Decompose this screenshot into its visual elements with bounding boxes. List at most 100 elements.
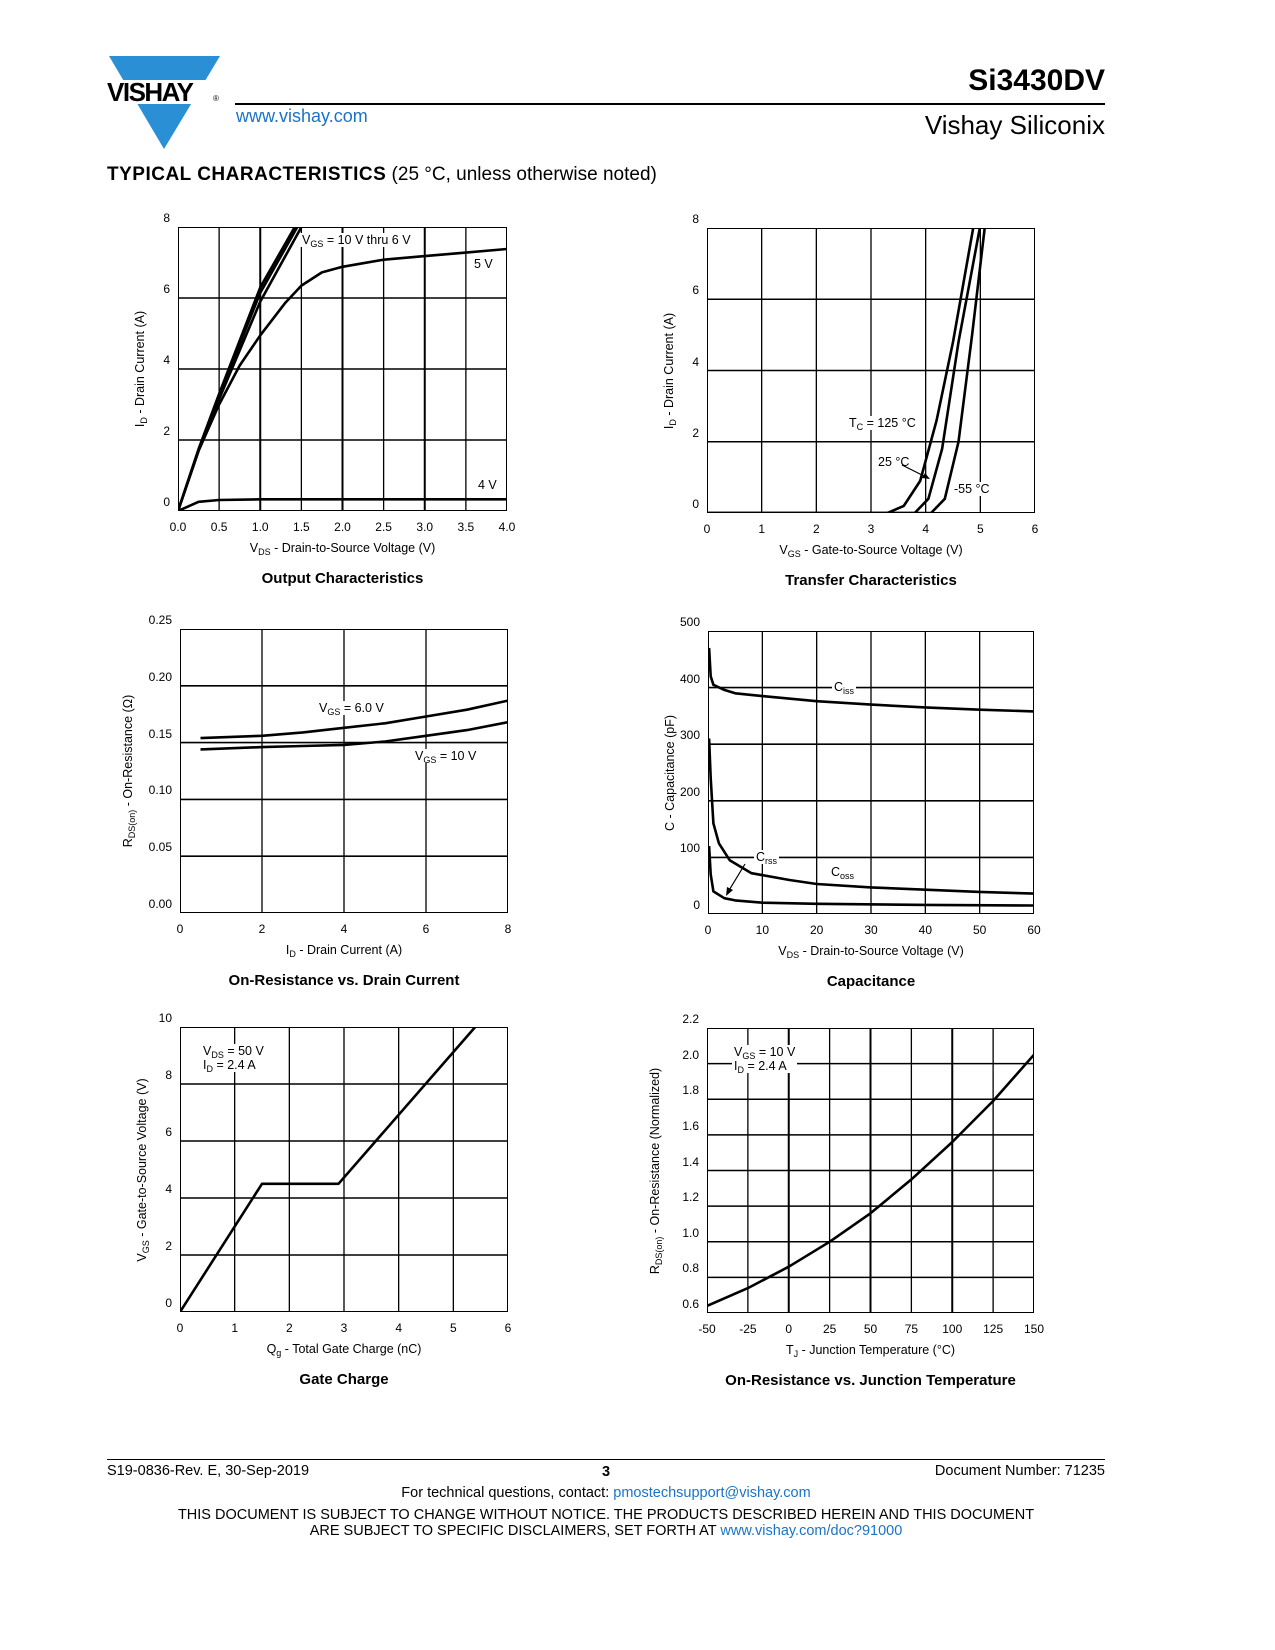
y-tick-label: 10 (158, 1011, 172, 1025)
y-tick-label: 2 (165, 1239, 172, 1253)
x-axis-label: VDS - Drain-to-Source Voltage (V) (249, 541, 436, 557)
plot-area (707, 1028, 1034, 1313)
y-tick-label: 300 (679, 728, 700, 743)
y-axis-label: VGS - Gate-to-Source Voltage (V) (135, 1077, 151, 1262)
x-tick-label: 125 (983, 1322, 1004, 1336)
y-tick-label: 100 (679, 841, 700, 856)
on-resistance-vs-temperature-chart (707, 1028, 1034, 1313)
chart-title: Gate Charge (299, 1371, 389, 1388)
x-tick-label: 1 (231, 1321, 238, 1335)
x-tick-label: 0 (176, 1321, 184, 1335)
annotation-crss: Crss (754, 850, 780, 866)
y-tick-label: 8 (163, 211, 170, 225)
arrow-crss-icon (726, 863, 746, 896)
y-tick-label: 2 (692, 425, 699, 440)
x-tick-label: 4 (395, 1321, 402, 1335)
y-tick-label: 2.0 (682, 1047, 699, 1062)
y-tick-label: 2.2 (682, 1012, 699, 1026)
x-tick-label: 0 (176, 922, 184, 936)
svg-text:VISHAY: VISHAY (107, 77, 194, 107)
series-line-tc-125-c (707, 228, 975, 513)
series-line-vgs-6-0-v (200, 699, 508, 740)
x-tick-label: 0 (785, 1322, 793, 1336)
chart-title: On-Resistance vs. Junction Temperature (725, 1372, 1016, 1389)
series-line-25-c (707, 228, 982, 513)
company-name: Vishay Siliconix (924, 110, 1105, 140)
y-tick-label: 200 (679, 784, 700, 799)
x-axis-label: Qg - Total Gate Charge (nC) (266, 1342, 422, 1358)
x-tick-label: 0 (703, 522, 711, 536)
x-tick-label: 6 (504, 1321, 512, 1335)
x-tick-label: 1.5 (293, 520, 310, 534)
capacitance-chart (708, 631, 1034, 914)
annotation-vgs-6v: VGS = 6.0 V (317, 701, 386, 717)
x-tick-label: 2 (285, 1321, 293, 1335)
y-tick-label: 1.6 (682, 1118, 699, 1133)
x-tick-label: 6 (1031, 522, 1039, 536)
footer-divider (107, 1459, 1105, 1460)
annotation-tc-125: TC = 125 °C (847, 416, 918, 432)
y-tick-label: 0.00 (148, 897, 172, 911)
x-tick-label: -50 (698, 1322, 716, 1336)
gate-charge-chart (180, 1027, 508, 1312)
x-tick-label: 150 (1023, 1322, 1045, 1336)
output-characteristics-chart (178, 227, 507, 511)
series-line-rds-on- (707, 1053, 1034, 1308)
x-tick-label: 100 (942, 1322, 963, 1336)
disclaimer-link[interactable]: www.vishay.com/doc?91000 (720, 1523, 903, 1539)
x-tick-label: 2.0 (334, 520, 351, 534)
annotation-ciss: Ciss (832, 680, 857, 696)
chart-title: Transfer Characteristics (785, 572, 957, 589)
x-tick-label: 1 (758, 522, 765, 536)
plot-area (180, 1027, 508, 1312)
x-tick-label: 20 (809, 923, 824, 937)
y-tick-label: 0.8 (682, 1261, 699, 1276)
contact-email-link[interactable]: pmostechsupport@vishay.com (613, 1485, 811, 1501)
x-axis-label: VDS - Drain-to-Source Voltage (V) (778, 944, 964, 960)
x-tick-label: 6 (422, 922, 430, 936)
y-tick-label: 0.20 (148, 669, 172, 684)
x-tick-label: 25 (822, 1322, 837, 1336)
part-number: Si3430DV (968, 64, 1105, 97)
y-tick-label: 1.8 (682, 1083, 699, 1098)
section-title: TYPICAL CHARACTERISTICS (25 °C, unless o… (107, 164, 657, 186)
series-line-ciss (708, 647, 1034, 713)
contact-line: For technical questions, contact: pmoste… (401, 1485, 811, 1501)
x-tick-label: 0.5 (210, 520, 228, 534)
section-title-note: (25 °C, unless otherwise noted) (386, 164, 657, 185)
y-tick-label: 1.2 (682, 1190, 699, 1205)
y-tick-label: 0.10 (148, 783, 172, 798)
y-axis-label: RDS(on) - On-Resistance (Normalized) (648, 1067, 664, 1274)
y-tick-label: 0 (163, 495, 170, 509)
y-tick-label: 2 (163, 424, 170, 438)
vishay-logo: VISHAY ® (107, 56, 222, 149)
y-tick-label: 500 (679, 615, 700, 629)
annotation-vgs-10v-id: VGS = 10 V ID = 2.4 A (732, 1045, 798, 1075)
y-tick-label: 4 (163, 353, 170, 367)
annotation-5v: 5 V (472, 257, 495, 271)
y-tick-label: 0.15 (148, 726, 172, 741)
x-axis-label: TJ - Junction Temperature (°C) (785, 1343, 956, 1359)
vishay-url-link[interactable]: www.vishay.com (236, 106, 368, 126)
annotation-vds-50v: VDS = 50 V ID = 2.4 A (201, 1044, 266, 1074)
y-tick-label: 1.4 (682, 1154, 699, 1169)
y-tick-label: 0.05 (148, 840, 172, 855)
chart-title: Capacitance (826, 973, 916, 990)
plot-area (180, 629, 508, 913)
x-tick-label: 5 (976, 522, 984, 536)
y-tick-label: 8 (692, 212, 699, 226)
series-line-vgs (180, 1027, 477, 1312)
annotation-minus55c: -55 °C (952, 482, 992, 496)
x-tick-label: 3 (867, 522, 875, 536)
header-divider (235, 103, 1105, 105)
revision: S19-0836-Rev. E, 30-Sep-2019 (107, 1463, 310, 1479)
y-axis-label: RDS(on) - On-Resistance (Ω) (121, 694, 137, 848)
series-line--55-c (707, 228, 986, 513)
x-tick-label: 2 (812, 522, 820, 536)
x-tick-label: 2 (258, 922, 266, 936)
document-number: Document Number: 71235 (934, 1463, 1105, 1479)
x-tick-label: 0 (704, 923, 712, 937)
series-line-vgs-4-v (178, 497, 507, 511)
plot-area (178, 227, 507, 511)
y-tick-label: 6 (692, 283, 699, 298)
